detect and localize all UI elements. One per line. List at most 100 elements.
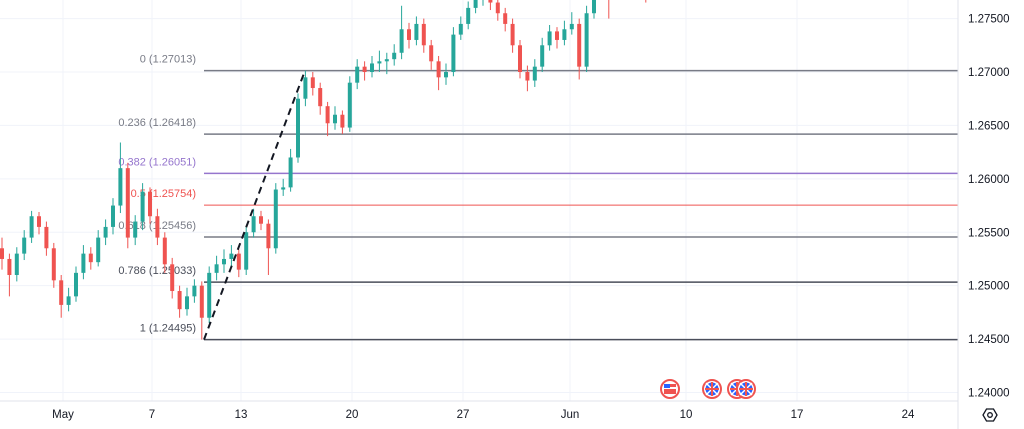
- candle-up: [140, 183, 145, 231]
- price-tick-label: 1.25000: [968, 281, 1010, 293]
- candle-body: [22, 237, 27, 254]
- candle-up: [118, 142, 123, 214]
- candle-body: [199, 285, 204, 318]
- fib-level-label: 0.236 (1.26418): [118, 117, 196, 129]
- candle-up: [192, 279, 197, 303]
- candle-body: [436, 61, 441, 78]
- candle-down: [525, 65, 530, 92]
- candle-body: [347, 82, 352, 128]
- candle-up: [273, 183, 278, 254]
- uk-flag-icon[interactable]: [736, 379, 756, 399]
- candle-up: [569, 12, 574, 35]
- economic-events[interactable]: [660, 379, 756, 399]
- candle-body: [303, 77, 308, 99]
- candle-down: [577, 18, 582, 80]
- candle-body: [7, 258, 12, 275]
- candle-body: [103, 226, 108, 238]
- candle-body: [281, 187, 286, 190]
- candle-body: [325, 106, 330, 124]
- candle-body: [155, 216, 160, 238]
- candle-body: [310, 77, 315, 89]
- candle-down: [51, 242, 56, 288]
- price-tick-label: 1.25500: [968, 227, 1010, 239]
- candle-up: [296, 93, 300, 163]
- candle-up: [303, 70, 308, 107]
- flag-canton: [664, 384, 670, 388]
- candle-up: [66, 287, 71, 312]
- candle-body: [0, 248, 4, 259]
- fib-level-label: 0.786 (1.25033): [118, 265, 196, 277]
- candle-body: [59, 280, 64, 305]
- candle-body: [244, 232, 249, 270]
- candle-body: [162, 237, 167, 265]
- candle-up: [74, 266, 78, 302]
- candle-down: [155, 208, 160, 246]
- candle-up: [14, 247, 19, 282]
- price-tick-label: 1.24000: [968, 388, 1010, 400]
- price-tick-label: 1.24500: [968, 334, 1010, 346]
- candle-body: [407, 29, 411, 40]
- candle-up: [547, 24, 552, 51]
- candle-body: [125, 168, 130, 238]
- candle-down: [518, 39, 522, 79]
- flag-cross: [739, 382, 753, 396]
- candle-down: [503, 7, 508, 32]
- candle-down: [199, 281, 204, 340]
- time-tick-label: 13: [235, 409, 248, 421]
- candle-body: [170, 264, 175, 292]
- candle-body: [74, 272, 78, 297]
- fibonacci-retracement[interactable]: 0 (1.27013) 0.236 (1.26418) 0.382 (1.26051…: [118, 54, 958, 341]
- price-tick-label: 1.26500: [968, 120, 1010, 132]
- candle-body: [510, 23, 515, 46]
- candle-body: [370, 63, 374, 72]
- candle-up: [384, 52, 389, 75]
- candle-body: [222, 258, 226, 265]
- candle-body: [266, 223, 271, 249]
- candle-up: [414, 16, 419, 46]
- candle-down: [488, 0, 493, 11]
- price-tick-label: 1.27000: [968, 67, 1010, 79]
- us-flag-icon[interactable]: [660, 379, 680, 399]
- candle-down: [318, 82, 323, 115]
- price-axis[interactable]: 1.27500 1.27000 1.26500 1.26000 1.25500 1.250…: [968, 14, 1010, 400]
- candle-up: [451, 27, 456, 77]
- candle-up: [532, 59, 537, 87]
- candle-body: [51, 248, 56, 281]
- time-tick-label: Jun: [561, 409, 580, 421]
- candle-down: [608, 0, 610, 19]
- candle-up: [444, 63, 448, 85]
- candle-up: [466, 1, 471, 30]
- candle-down: [429, 39, 434, 70]
- candle-body: [518, 45, 522, 72]
- candle-up: [288, 148, 293, 192]
- candle-body: [421, 23, 426, 46]
- candle-up: [370, 55, 374, 78]
- candle-body: [429, 45, 434, 62]
- gear-icon[interactable]: [982, 408, 998, 422]
- candle-up: [207, 266, 212, 324]
- candle-up: [355, 59, 360, 90]
- candle-up: [222, 249, 226, 273]
- candle-up: [185, 287, 189, 316]
- candle-body: [569, 23, 574, 30]
- time-tick-label: 24: [902, 409, 915, 421]
- candle-down: [259, 210, 263, 231]
- candle-up: [473, 0, 478, 14]
- candle-up: [133, 215, 138, 246]
- candle-body: [584, 13, 589, 67]
- candle-body: [414, 23, 419, 40]
- candle-body: [273, 189, 278, 249]
- candle-body: [236, 253, 241, 270]
- candle-down: [421, 18, 426, 53]
- candle-body: [458, 23, 463, 35]
- candle-up: [29, 210, 34, 243]
- time-axis[interactable]: May 7 13 20 27 Jun 10 17 24: [52, 409, 915, 421]
- candle-up: [111, 198, 115, 235]
- candle-up: [251, 208, 256, 238]
- candle-down: [177, 285, 182, 318]
- candle-up: [244, 225, 249, 275]
- candle-down: [37, 211, 41, 235]
- uk-flag-icon[interactable]: [702, 379, 722, 399]
- candle-body: [44, 226, 49, 249]
